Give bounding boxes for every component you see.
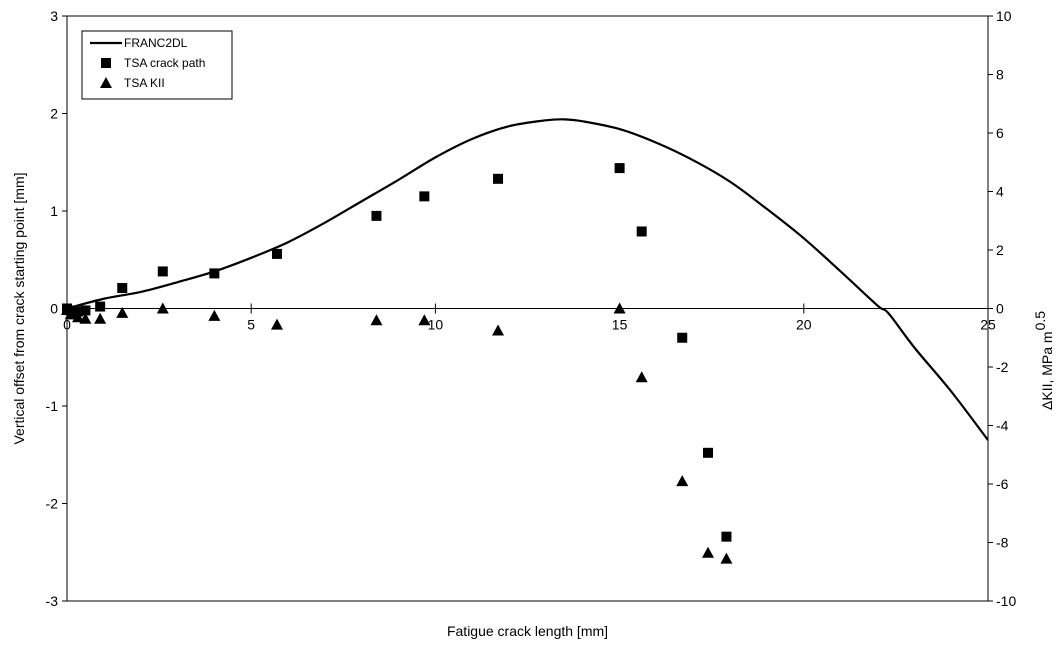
y2-tick-label: 10 [996, 8, 1012, 24]
legend-label: TSA KII [124, 76, 165, 90]
tsa-kii-point [418, 314, 431, 326]
y-tick-label: -1 [46, 398, 59, 414]
y2-tick-label: 8 [996, 67, 1004, 83]
tsa-kii-point [64, 308, 77, 320]
tsa-kii-point [720, 552, 733, 564]
y2-tick-label: 4 [996, 184, 1004, 200]
y-tick-label: 2 [50, 106, 58, 122]
tsa-crack-path-point [95, 301, 106, 312]
tsa-kii-point [676, 475, 689, 487]
tsa-kii-point [79, 312, 92, 324]
tsa-crack-path-point [117, 283, 128, 294]
tsa-crack-path-point [157, 266, 168, 277]
series-layer [61, 118, 988, 564]
y2-axis-title-superscript: 0.5 [1032, 311, 1048, 331]
y2-axis-title: ΔKII, MPa m [1039, 331, 1055, 410]
tsa-kii-point [613, 302, 626, 314]
tsa-crack-path-point [419, 191, 430, 202]
y2-axis-title-group: ΔKII, MPa m 0.5 [1032, 311, 1055, 410]
y2-tick-label: -4 [996, 418, 1009, 434]
y2-tick-label: -10 [996, 593, 1016, 609]
x-tick-label: 10 [428, 317, 444, 333]
x-tick-label: 20 [796, 317, 812, 333]
y-tick-label: -2 [46, 496, 59, 512]
tsa-crack-path-point [636, 226, 647, 237]
tsa-crack-path-point [703, 447, 714, 458]
y2-tick-label: 0 [996, 301, 1004, 317]
legend-label: FRANC2DL [124, 36, 188, 50]
x-tick-label: 5 [247, 317, 255, 333]
x-axis-title: Fatigue crack length [mm] [447, 623, 608, 639]
tsa-kii-point [72, 311, 85, 323]
y2-tick-label: 6 [996, 125, 1004, 141]
legend-swatch-triangle [100, 77, 112, 88]
tsa-kii-point [702, 546, 715, 558]
series-line-franc2dl [67, 118, 988, 441]
y2-tick-label: -8 [996, 535, 1009, 551]
x-tick-label: 25 [980, 317, 996, 333]
y2-tick-label: -6 [996, 476, 1009, 492]
tsa-kii-point [156, 302, 169, 314]
tsa-crack-path-point [614, 163, 625, 174]
tsa-kii-point [635, 371, 648, 383]
tsa-kii-point [116, 306, 129, 318]
y-axis-title: Vertical offset from crack starting poin… [11, 172, 27, 444]
tsa-crack-path-point [721, 531, 732, 542]
y-tick-label: 0 [50, 301, 58, 317]
tsa-kii-point [270, 318, 283, 330]
tsa-crack-path-point [209, 268, 220, 279]
y2-tick-label: 2 [996, 242, 1004, 258]
plot-frame-layer [66, 15, 989, 602]
legend-swatch-square [101, 58, 111, 68]
tsa-crack-path-point [493, 173, 504, 184]
y-tick-label: 1 [50, 203, 58, 219]
legend-label: TSA crack path [124, 56, 205, 70]
tsa-crack-path-point [80, 305, 91, 316]
tsa-kii-point [370, 314, 383, 326]
y-tick-label: 3 [50, 8, 58, 24]
y2-tick-label: -2 [996, 359, 1009, 375]
x-tick-label: 0 [63, 317, 71, 333]
tsa-kii-point [208, 309, 221, 321]
tsa-crack-path-point [271, 248, 282, 259]
y-tick-label: -3 [46, 593, 59, 609]
tsa-kii-point [492, 324, 505, 336]
tsa-crack-path-point [677, 332, 688, 343]
legend-items: FRANC2DL TSA crack path TSA KII [90, 36, 205, 90]
tsa-kii-point [94, 312, 107, 324]
x-tick-label: 15 [612, 317, 628, 333]
tsa-crack-path-point [371, 210, 382, 221]
legend: FRANC2DL TSA crack path TSA KII [81, 30, 233, 100]
